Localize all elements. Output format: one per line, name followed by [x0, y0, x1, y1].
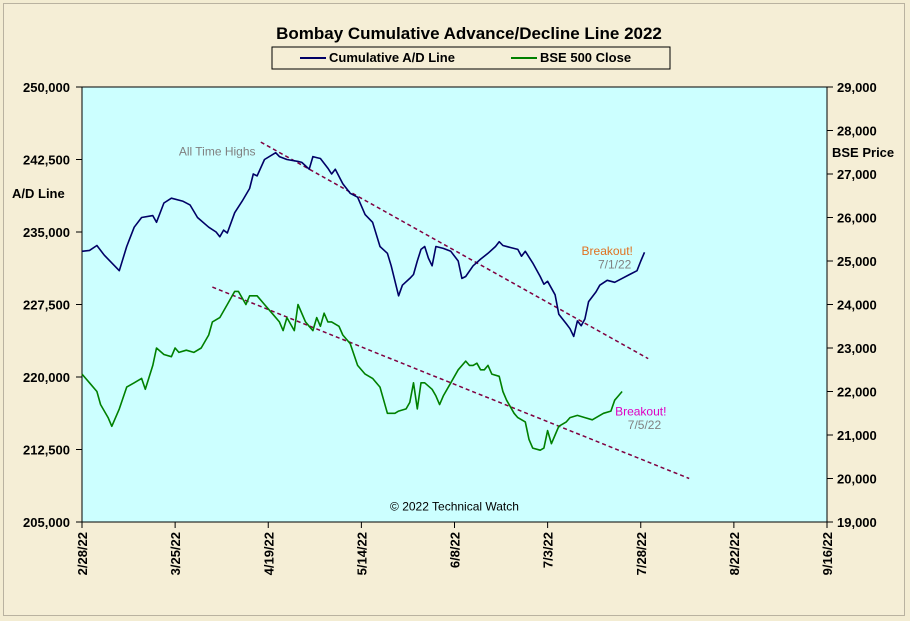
x-tick-label: 4/19/22: [261, 532, 276, 575]
legend-box: [271, 46, 671, 70]
y-right-tick-label: 29,000: [837, 80, 877, 95]
y-left-tick-label: 250,000: [23, 80, 70, 95]
y-left-axis: 250,000 242,500 235,000 227,500 220,000 212,5…: [23, 80, 82, 530]
annotations: All Time HighsBreakout!7/1/22Breakout!7/…: [179, 145, 667, 514]
x-tick-label: 5/14/22: [354, 532, 369, 575]
x-tick-label: 7/28/22: [634, 532, 649, 575]
legend-label-ad-line: Cumulative A/D Line: [329, 50, 455, 65]
y-right-tick-label: 27,000: [837, 167, 877, 182]
y-right-tick-label: 25,000: [837, 254, 877, 269]
legend-label-bse: BSE 500 Close: [540, 50, 631, 65]
y-right-tick-label: 23,000: [837, 341, 877, 356]
annotation-label: 7/5/22: [628, 418, 662, 432]
y-right-tick-label: 20,000: [837, 472, 877, 487]
y-right-tick-label: 21,000: [837, 428, 877, 443]
annotation-label: All Time Highs: [179, 145, 256, 159]
x-tick-label: 3/25/22: [168, 532, 183, 575]
annotation-label: Breakout!: [615, 405, 666, 419]
y-right-tick-label: 28,000: [837, 124, 877, 139]
y-left-tick-label: 227,500: [23, 298, 70, 313]
y-right-axis: 29,000 28,000 27,000 26,000 25,000 24,000 23,0…: [827, 80, 877, 530]
annotation-label: © 2022 Technical Watch: [390, 499, 519, 513]
y-left-tick-label: 235,000: [23, 225, 70, 240]
y-right-tick-label: 24,000: [837, 298, 877, 313]
y-right-tick-label: 22,000: [837, 385, 877, 400]
trendlines: [212, 141, 690, 480]
y-left-axis-title: A/D Line: [12, 186, 65, 201]
x-tick-label: 2/28/22: [75, 532, 90, 575]
trendline: [212, 286, 690, 480]
series-lines: [81, 151, 646, 452]
x-tick-label: 7/3/22: [541, 532, 556, 568]
series-line-ad: [81, 151, 646, 338]
y-right-axis-title: BSE Price: [832, 145, 894, 160]
y-left-tick-label: 212,500: [23, 443, 70, 458]
x-tick-label: 6/8/22: [448, 532, 463, 568]
legend: Cumulative A/D Line BSE 500 Close: [271, 46, 671, 70]
y-left-tick-label: 205,000: [23, 515, 70, 530]
x-tick-label: 8/22/22: [727, 532, 742, 575]
chart-title: Bombay Cumulative Advance/Decline Line 2…: [276, 24, 662, 43]
annotation-label: 7/1/22: [598, 258, 632, 272]
y-right-tick-label: 26,000: [837, 211, 877, 226]
series-line-bse: [81, 290, 623, 452]
trendline: [260, 141, 649, 360]
x-tick-label: 9/16/22: [820, 532, 835, 575]
x-axis: 2/28/22 3/25/22 4/19/22 5/14/22 6/8/22 7/3/22…: [75, 522, 835, 575]
y-left-tick-label: 220,000: [23, 370, 70, 385]
y-right-tick-label: 19,000: [837, 515, 877, 530]
annotation-label: Breakout!: [582, 244, 633, 258]
y-left-tick-label: 242,500: [23, 153, 70, 168]
